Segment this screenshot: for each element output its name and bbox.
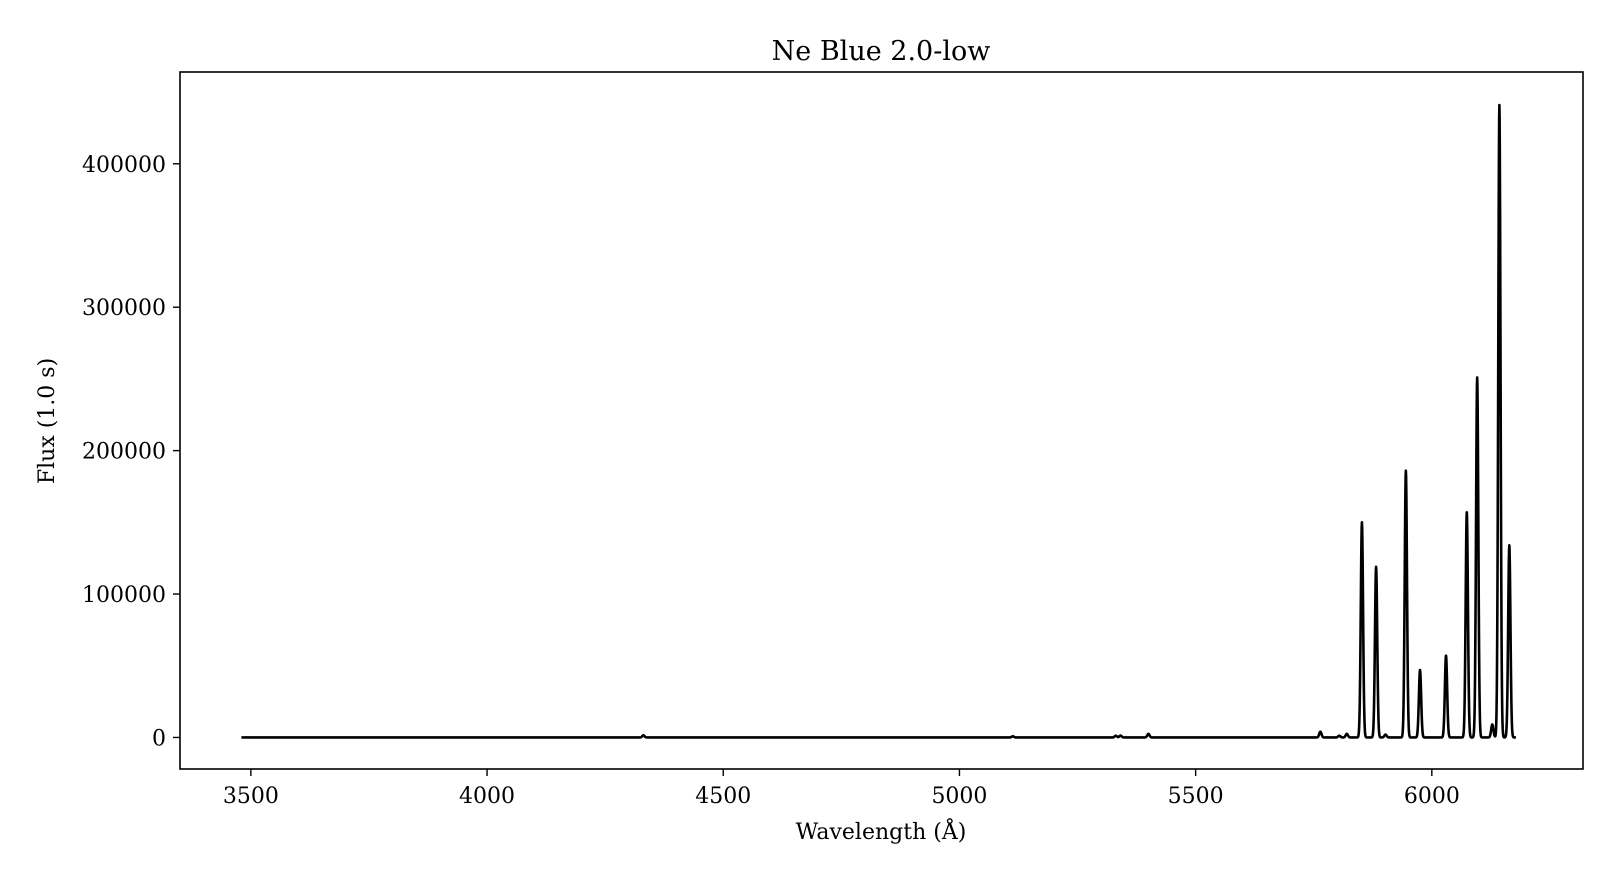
chart-title: Ne Blue 2.0-low [772, 36, 991, 67]
spectrum-line [241, 103, 1517, 739]
y-tick-label: 100000 [82, 583, 166, 608]
x-tick-label: 6000 [1404, 784, 1460, 809]
x-axis: 3500 4000 4500 5000 5500 6000 [223, 769, 1460, 809]
x-axis-title: Wavelength (Å) [796, 817, 967, 845]
y-tick-label: 200000 [82, 440, 166, 465]
y-axis-title: Flux (1.0 s) [35, 358, 60, 484]
y-tick-label: 0 [152, 726, 166, 751]
plot-area [241, 103, 1517, 739]
x-tick-label: 4000 [459, 784, 515, 809]
x-tick-label: 5500 [1168, 784, 1224, 809]
y-axis: 0 100000 200000 300000 400000 [82, 153, 180, 751]
plot-frame [179, 71, 1584, 770]
x-tick-label: 3500 [223, 784, 279, 809]
y-tick-label: 400000 [82, 153, 166, 178]
x-tick-label: 5000 [931, 784, 987, 809]
x-tick-label: 4500 [695, 784, 751, 809]
y-tick-label: 300000 [82, 296, 166, 321]
